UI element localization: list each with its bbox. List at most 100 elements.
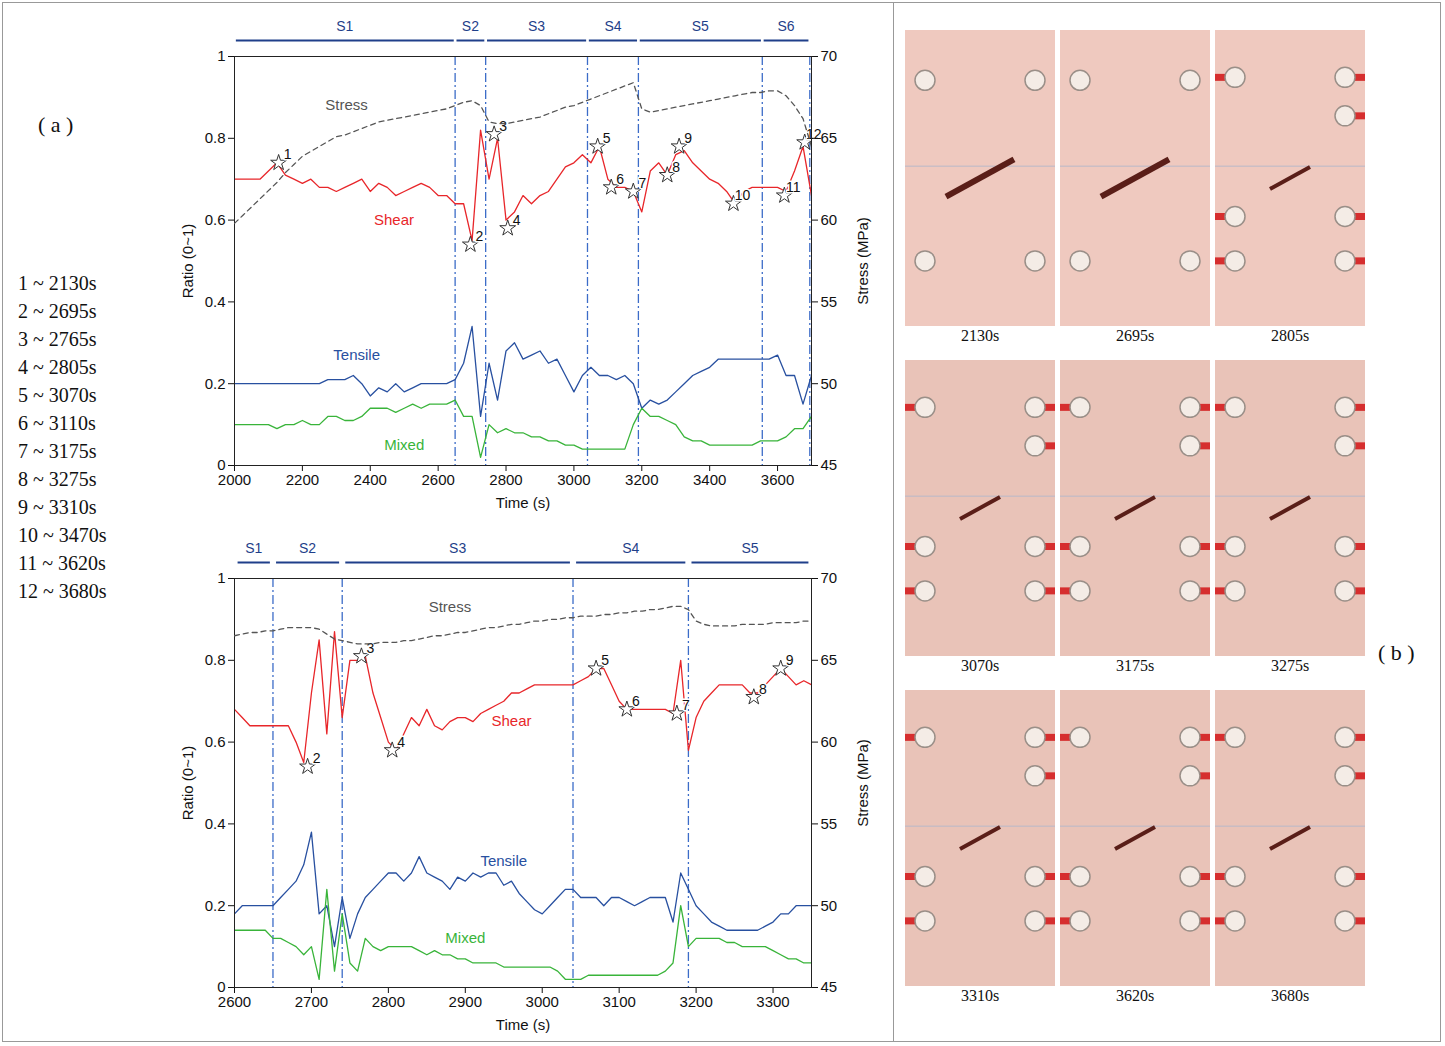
- svg-text:Ratio (0~1): Ratio (0~1): [179, 746, 196, 821]
- svg-text:9: 9: [684, 130, 692, 146]
- svg-text:S1: S1: [245, 540, 262, 556]
- svg-text:S4: S4: [622, 540, 639, 556]
- svg-text:3600: 3600: [761, 471, 794, 488]
- html-text:5 ~ 3070s: 5 ~ 3070s: [18, 384, 97, 406]
- svg-text:0.6: 0.6: [205, 211, 226, 228]
- svg-text:Stress (MPa): Stress (MPa): [854, 217, 871, 305]
- svg-text:2600: 2600: [421, 471, 454, 488]
- svg-text:2: 2: [313, 750, 321, 766]
- svg-text:3200: 3200: [679, 993, 712, 1010]
- svg-text:S1: S1: [336, 18, 353, 34]
- svg-text:6: 6: [632, 693, 640, 709]
- svg-text:1: 1: [217, 569, 225, 586]
- svg-text:3300: 3300: [756, 993, 789, 1010]
- svg-text:0.8: 0.8: [205, 651, 226, 668]
- html-text:8 ~ 3275s: 8 ~ 3275s: [18, 468, 97, 490]
- svg-text:3000: 3000: [526, 993, 559, 1010]
- svg-text:0.4: 0.4: [205, 815, 226, 832]
- svg-text:0.8: 0.8: [205, 129, 226, 146]
- svg-text:Stress (MPa): Stress (MPa): [854, 739, 871, 827]
- svg-text:1: 1: [217, 47, 225, 64]
- svg-text:0.6: 0.6: [205, 733, 226, 750]
- svg-text:S2: S2: [462, 18, 479, 34]
- html-text:7 ~ 3175s: 7 ~ 3175s: [18, 440, 97, 462]
- svg-text:7: 7: [682, 697, 690, 713]
- svg-text:Tensile: Tensile: [333, 346, 380, 363]
- svg-text:Shear: Shear: [374, 211, 414, 228]
- html-text:6 ~ 3110s: 6 ~ 3110s: [18, 412, 96, 434]
- svg-text:45: 45: [821, 456, 838, 473]
- svg-text:2: 2: [475, 228, 483, 244]
- html-text:2 ~ 2695s: 2 ~ 2695s: [18, 300, 97, 322]
- svg-text:S3: S3: [528, 18, 545, 34]
- svg-text:5: 5: [603, 130, 611, 146]
- svg-text:65: 65: [821, 651, 838, 668]
- svg-text:Time (s): Time (s): [496, 1016, 550, 1033]
- svg-text:6: 6: [616, 171, 624, 187]
- svg-text:Mixed: Mixed: [384, 436, 424, 453]
- svg-text:2400: 2400: [354, 471, 387, 488]
- svg-text:3100: 3100: [602, 993, 635, 1010]
- svg-text:Shear: Shear: [491, 712, 531, 729]
- svg-text:3: 3: [499, 118, 507, 134]
- svg-text:S2: S2: [299, 540, 316, 556]
- svg-text:50: 50: [821, 897, 838, 914]
- svg-text:45: 45: [821, 978, 838, 995]
- svg-text:8: 8: [759, 681, 767, 697]
- html-text:9 ~ 3310s: 9 ~ 3310s: [18, 496, 97, 518]
- html-text:11 ~ 3620s: 11 ~ 3620s: [18, 552, 106, 574]
- html-text:3 ~ 2765s: 3 ~ 2765s: [18, 328, 97, 350]
- svg-text:Mixed: Mixed: [445, 929, 485, 946]
- svg-text:S5: S5: [692, 18, 709, 34]
- html-text:2130s: 2130s: [960, 327, 1000, 344]
- svg-text:0.2: 0.2: [205, 375, 226, 392]
- svg-text:2800: 2800: [372, 993, 405, 1010]
- svg-text:Tensile: Tensile: [480, 852, 527, 869]
- html-text:2695s: 2695s: [1115, 327, 1155, 344]
- svg-text:3200: 3200: [625, 471, 658, 488]
- svg-text:11: 11: [786, 179, 801, 195]
- svg-text:2700: 2700: [295, 993, 328, 1010]
- svg-text:0.4: 0.4: [205, 293, 226, 310]
- svg-text:5: 5: [601, 652, 609, 668]
- svg-text:S6: S6: [777, 18, 794, 34]
- svg-text:7: 7: [638, 175, 646, 191]
- html-text:( b ): ( b ): [1378, 640, 1415, 665]
- svg-text:60: 60: [821, 211, 838, 228]
- svg-text:Stress: Stress: [429, 598, 472, 615]
- svg-text:2800: 2800: [489, 471, 522, 488]
- svg-text:10: 10: [735, 187, 751, 203]
- svg-text:4: 4: [513, 212, 521, 228]
- svg-text:S3: S3: [449, 540, 466, 556]
- svg-text:2600: 2600: [218, 993, 251, 1010]
- svg-text:55: 55: [821, 815, 838, 832]
- svg-text:Ratio (0~1): Ratio (0~1): [179, 224, 196, 299]
- svg-text:4: 4: [397, 734, 405, 750]
- svg-text:3400: 3400: [693, 471, 726, 488]
- svg-text:S4: S4: [604, 18, 621, 34]
- svg-text:70: 70: [821, 569, 838, 586]
- html-text:10 ~ 3470s: 10 ~ 3470s: [18, 524, 107, 546]
- svg-text:55: 55: [821, 293, 838, 310]
- svg-text:0.2: 0.2: [205, 897, 226, 914]
- html-text:4 ~ 2805s: 4 ~ 2805s: [18, 356, 97, 378]
- svg-text:3: 3: [367, 640, 375, 656]
- html-text:1 ~ 2130s: 1 ~ 2130s: [18, 272, 97, 294]
- svg-text:Stress: Stress: [325, 96, 368, 113]
- svg-text:Time (s): Time (s): [496, 494, 550, 511]
- svg-text:8: 8: [672, 159, 680, 175]
- svg-text:2900: 2900: [449, 993, 482, 1010]
- svg-text:50: 50: [821, 375, 838, 392]
- svg-text:3000: 3000: [557, 471, 590, 488]
- html-text:12 ~ 3680s: 12 ~ 3680s: [18, 580, 107, 602]
- svg-text:12: 12: [805, 125, 822, 142]
- svg-text:70: 70: [821, 47, 838, 64]
- svg-text:S5: S5: [741, 540, 758, 556]
- html-text:( a ): ( a ): [38, 112, 74, 137]
- svg-text:2000: 2000: [218, 471, 251, 488]
- svg-text:60: 60: [821, 733, 838, 750]
- svg-text:65: 65: [821, 129, 838, 146]
- svg-text:9: 9: [786, 652, 794, 668]
- svg-text:1: 1: [284, 146, 292, 162]
- svg-text:2200: 2200: [286, 471, 319, 488]
